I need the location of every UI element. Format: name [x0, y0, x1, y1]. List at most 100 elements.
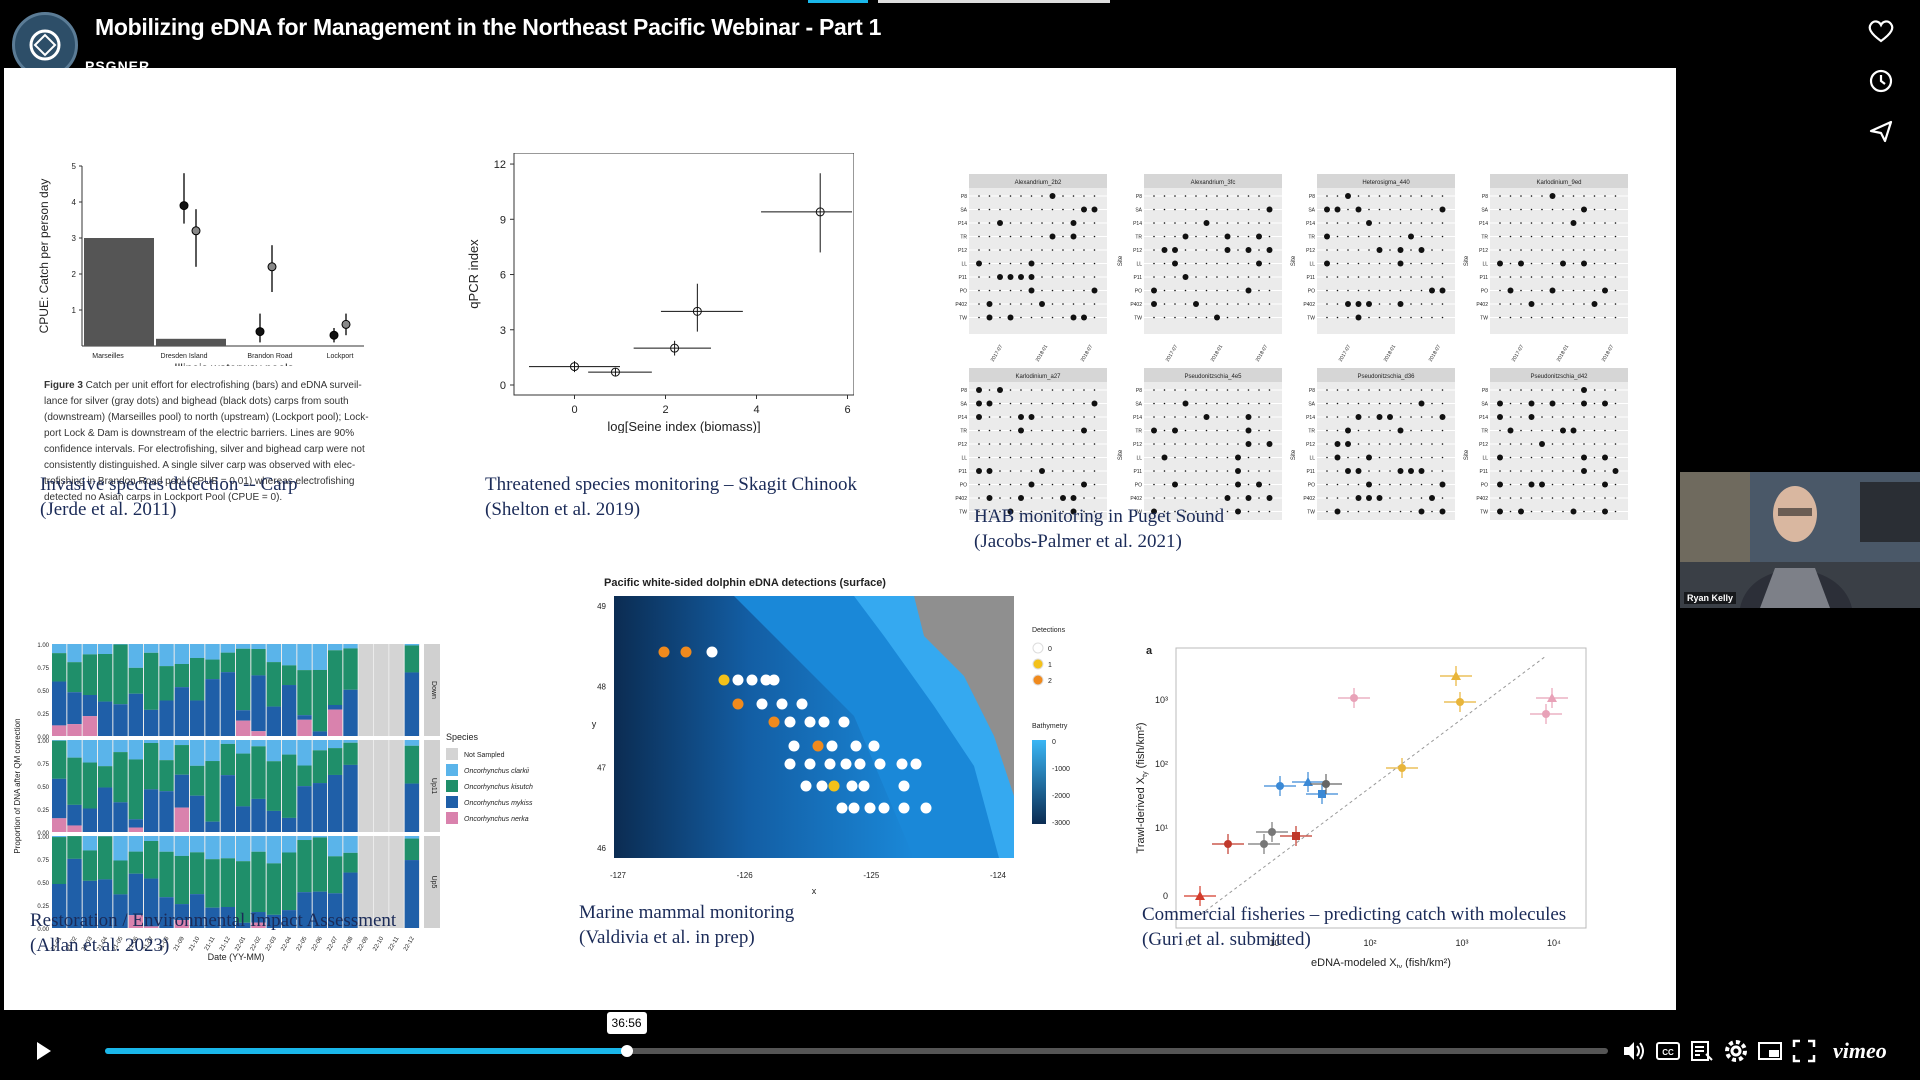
- hab-dot: [1357, 249, 1360, 251]
- play-icon[interactable]: [30, 1038, 56, 1064]
- hab-dot: [1083, 416, 1085, 418]
- hab-dot: [1397, 301, 1404, 307]
- hab-dot: [1604, 303, 1606, 305]
- hab-dot: [1009, 195, 1012, 197]
- hab-site-label: P14: [1133, 221, 1142, 227]
- hab-x-tick: 2018-07: [1428, 344, 1442, 363]
- hab-dot: [1028, 481, 1035, 488]
- hab-dot: [1083, 510, 1085, 513]
- bar-segment: [297, 715, 312, 720]
- hab-dot: [1226, 429, 1229, 432]
- y-tick-label: 5: [72, 162, 77, 171]
- bar-segment: [297, 719, 312, 736]
- hab-site-label: P14: [958, 415, 967, 421]
- hab-dot: [1583, 195, 1585, 197]
- like-heart-icon[interactable]: [1860, 10, 1902, 52]
- hab-dot: [1041, 276, 1043, 278]
- fullscreen-icon[interactable]: [1791, 1038, 1817, 1064]
- hab-dot: [1268, 303, 1271, 305]
- hab-panel-strip: [969, 174, 1107, 188]
- hab-site-label: P12: [958, 248, 967, 254]
- hab-dot: [1093, 497, 1096, 499]
- hab-dot: [1551, 208, 1554, 211]
- rest-y-tick: 1.00: [37, 835, 49, 841]
- hab-dot: [1030, 470, 1033, 472]
- legend-label: Oncorhynchus nerka: [464, 816, 529, 823]
- progress-scrubber[interactable]: [620, 1045, 633, 1057]
- hab-dot: [1237, 429, 1239, 432]
- hab-dot: [1062, 456, 1064, 459]
- hab-site-label: P11: [1133, 275, 1142, 281]
- hab-dot: [1604, 470, 1606, 472]
- hab-site-label: LL: [1482, 262, 1488, 268]
- hab-dot: [1007, 274, 1014, 280]
- bar-segment: [98, 879, 113, 928]
- hab-dot: [1163, 510, 1166, 513]
- share-send-icon[interactable]: [1860, 110, 1902, 152]
- vimeo-logo[interactable]: vimeo: [1833, 1038, 1887, 1063]
- hab-dot: [1562, 303, 1564, 305]
- channel-name[interactable]: PSGNER: [85, 58, 151, 68]
- detection-point: [800, 780, 812, 792]
- hab-dot: [1431, 249, 1433, 251]
- bar-segment: [52, 681, 67, 726]
- hab-dot: [1195, 262, 1197, 265]
- hab-dot: [1431, 483, 1433, 486]
- hab-dot: [1541, 195, 1543, 197]
- hab-panel-title: Karlodinium_9ed: [1536, 180, 1581, 186]
- hab-dot: [1399, 497, 1402, 499]
- rest-y-tick: 0.25: [37, 808, 49, 814]
- hab-dot: [1420, 389, 1423, 391]
- hab-site-label: P11: [1306, 469, 1315, 475]
- hab-dot: [1030, 456, 1033, 459]
- hab-dot: [1245, 427, 1252, 434]
- hab-site-label: PO: [1481, 289, 1488, 295]
- y-axis-label: qPCR index: [466, 239, 481, 309]
- hab-dot: [1581, 387, 1587, 393]
- hab-dot: [1163, 208, 1166, 211]
- hab-dot: [1072, 195, 1075, 197]
- bar-segment: [52, 644, 67, 654]
- hab-dot: [1093, 303, 1096, 305]
- hab-dot: [1072, 303, 1075, 305]
- channel-avatar[interactable]: [12, 12, 78, 78]
- hab-dot: [1237, 208, 1239, 211]
- legend-label: 0: [1048, 646, 1052, 653]
- hab-dot: [1041, 510, 1043, 513]
- map-y-label: y: [592, 719, 597, 729]
- hab-dot: [1368, 510, 1370, 513]
- hab-dot: [1420, 429, 1423, 432]
- bar-segment: [251, 731, 266, 736]
- fish-y-label: Trawl-derived Xty (fish/km²): [1135, 723, 1149, 854]
- hab-dot: [1153, 208, 1155, 211]
- hab-dot: [1378, 195, 1381, 197]
- video-title[interactable]: Mobilizing eDNA for Management in the No…: [95, 14, 882, 40]
- progress-bar[interactable]: [105, 1045, 1608, 1057]
- hab-site-label: P12: [958, 442, 967, 448]
- hab-dot: [1051, 208, 1054, 211]
- bar-segment: [220, 672, 235, 736]
- picture-in-picture-icon[interactable]: [1757, 1038, 1783, 1064]
- hab-dot: [1389, 249, 1391, 251]
- hab-dot: [1268, 316, 1271, 319]
- hab-dot: [1009, 249, 1012, 251]
- plot-frame: [513, 153, 854, 396]
- hab-dot: [1593, 483, 1596, 486]
- hab-dot: [1441, 235, 1444, 238]
- watch-later-clock-icon[interactable]: [1860, 60, 1902, 102]
- hab-dot: [1593, 208, 1596, 211]
- closed-captions-icon[interactable]: CC: [1655, 1038, 1681, 1064]
- hab-dot: [1530, 262, 1533, 265]
- hab-dot: [1256, 481, 1262, 488]
- hab-dot: [1030, 497, 1033, 499]
- volume-icon[interactable]: [1621, 1038, 1647, 1064]
- hab-dot: [1336, 497, 1339, 499]
- transcript-icon[interactable]: [1689, 1038, 1715, 1064]
- hab-dot: [1593, 276, 1596, 278]
- hab-site-label: SA: [1481, 402, 1488, 408]
- settings-gear-icon[interactable]: [1723, 1038, 1749, 1064]
- hab-dot: [1216, 483, 1218, 486]
- hab-dot: [1499, 389, 1501, 391]
- hab-dot: [1431, 276, 1433, 278]
